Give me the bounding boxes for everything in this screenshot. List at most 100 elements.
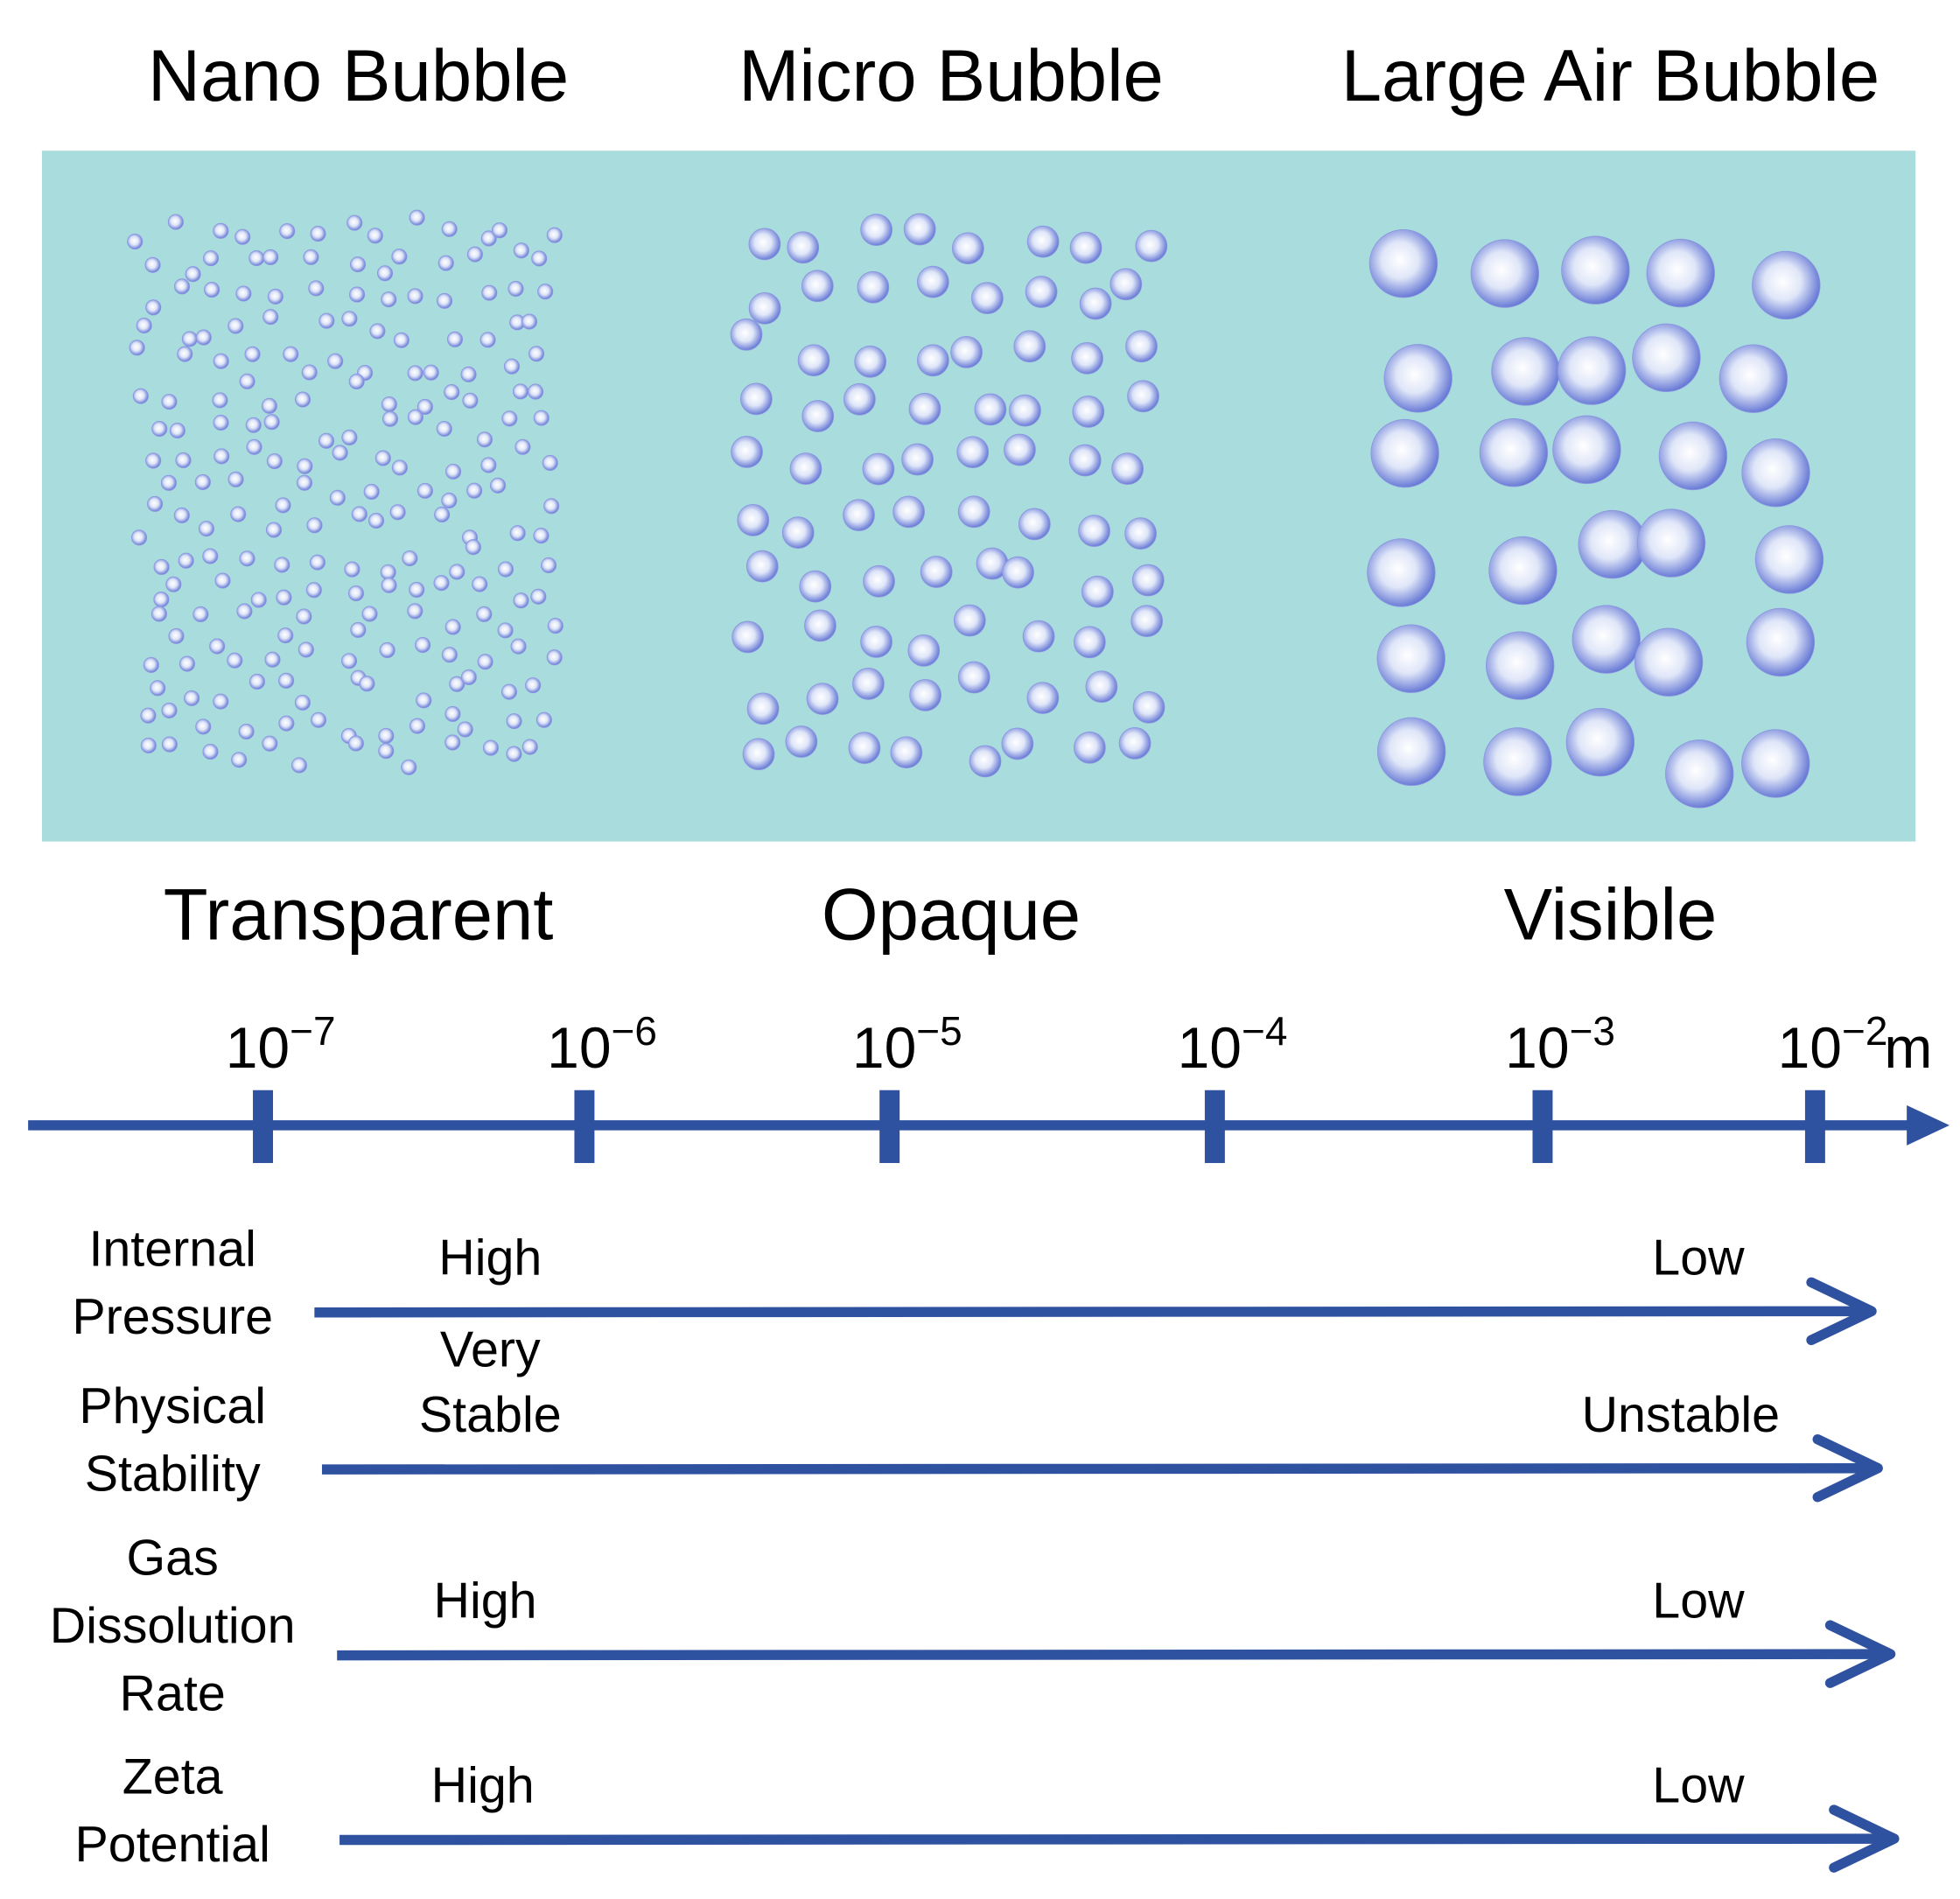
bubble bbox=[310, 711, 327, 728]
bubble bbox=[359, 676, 375, 692]
property-label: Rate bbox=[120, 1666, 226, 1722]
bubble bbox=[1665, 739, 1734, 809]
bubble bbox=[401, 759, 417, 775]
bubble bbox=[1071, 342, 1103, 375]
bubble bbox=[457, 721, 473, 738]
bubble bbox=[901, 443, 934, 476]
bubble bbox=[444, 705, 461, 722]
property-end: Unstable bbox=[1582, 1387, 1781, 1443]
bubble bbox=[436, 420, 452, 438]
bubble bbox=[1486, 631, 1555, 700]
property-end: Low bbox=[1652, 1230, 1745, 1286]
bubble bbox=[296, 608, 312, 625]
bubble bbox=[1488, 536, 1558, 606]
scale-label: 10−5 bbox=[852, 1008, 962, 1080]
property-start: High bbox=[431, 1757, 535, 1813]
bubble bbox=[235, 285, 252, 302]
bubble bbox=[804, 609, 836, 642]
bubble bbox=[279, 223, 296, 240]
bubble bbox=[909, 679, 942, 711]
property-label: Pressure bbox=[72, 1289, 273, 1345]
bubble bbox=[194, 473, 211, 490]
bubble bbox=[1018, 508, 1051, 541]
bubble bbox=[344, 561, 360, 578]
bubble bbox=[378, 743, 395, 760]
bubble bbox=[382, 410, 399, 427]
bubble bbox=[482, 739, 499, 756]
bubble bbox=[1001, 727, 1034, 760]
bubble bbox=[951, 232, 984, 265]
bubble bbox=[246, 438, 262, 455]
bubble bbox=[318, 432, 335, 449]
scale-exponent: −3 bbox=[1570, 1008, 1615, 1054]
scale-tick bbox=[1804, 1090, 1825, 1163]
bubble bbox=[472, 576, 488, 592]
bubble bbox=[732, 620, 764, 654]
bubble bbox=[283, 346, 299, 362]
bubble bbox=[381, 291, 397, 308]
bubble bbox=[301, 364, 318, 381]
bubble bbox=[1026, 225, 1060, 258]
bubble bbox=[1124, 517, 1157, 550]
bubble bbox=[1073, 731, 1106, 764]
property-arrowhead bbox=[1806, 1277, 1877, 1346]
bubble bbox=[537, 284, 554, 300]
bubble bbox=[1078, 515, 1110, 547]
bubble bbox=[1025, 276, 1058, 308]
property-arrowhead bbox=[1824, 1620, 1896, 1688]
bubble bbox=[361, 606, 378, 622]
bubble bbox=[787, 231, 820, 264]
bubble bbox=[340, 653, 358, 669]
bubble bbox=[533, 528, 550, 544]
bubble bbox=[1370, 418, 1439, 488]
bubble bbox=[368, 512, 385, 529]
property-label: Internal bbox=[88, 1222, 256, 1278]
bubble bbox=[863, 564, 895, 598]
bubble bbox=[953, 604, 986, 637]
bubble bbox=[409, 718, 426, 734]
bubble bbox=[346, 214, 363, 231]
scale-unit: m bbox=[1884, 1015, 1932, 1080]
bubble bbox=[860, 626, 892, 658]
bubble bbox=[466, 246, 483, 263]
bubble bbox=[214, 572, 231, 589]
bubble bbox=[306, 517, 323, 534]
bubble bbox=[1646, 238, 1715, 308]
bubble bbox=[378, 727, 395, 744]
bubble bbox=[198, 521, 214, 537]
bubble bbox=[441, 492, 458, 509]
bubble bbox=[449, 676, 466, 692]
bubble bbox=[228, 318, 244, 334]
bubble bbox=[466, 482, 483, 499]
bubble bbox=[1368, 228, 1438, 298]
property-start: Stable bbox=[419, 1387, 562, 1443]
bubble bbox=[239, 373, 256, 389]
bubble bbox=[248, 249, 265, 267]
bubble bbox=[202, 743, 219, 760]
heading: Micro Bubble bbox=[738, 35, 1164, 116]
scale-tick bbox=[1532, 1090, 1553, 1163]
bubble bbox=[480, 230, 497, 247]
bubble bbox=[181, 331, 198, 347]
bubble bbox=[305, 582, 322, 599]
scale-base: 10 bbox=[547, 1015, 611, 1080]
bubble bbox=[1004, 433, 1036, 466]
bubble bbox=[244, 346, 261, 362]
bubble bbox=[153, 558, 170, 575]
bubble bbox=[374, 450, 391, 466]
bubble bbox=[969, 745, 1002, 778]
bubble bbox=[501, 410, 518, 427]
bubble bbox=[1135, 229, 1168, 263]
bubble bbox=[1572, 605, 1641, 674]
bubble bbox=[903, 213, 936, 246]
bubble bbox=[514, 438, 531, 455]
bubble bbox=[500, 683, 517, 700]
bubble bbox=[308, 280, 325, 297]
bubble bbox=[318, 312, 335, 329]
bubble bbox=[1125, 330, 1158, 363]
bubble bbox=[748, 228, 781, 261]
bubble bbox=[349, 286, 366, 303]
bubble bbox=[509, 525, 526, 542]
bubble bbox=[444, 384, 460, 401]
bubble bbox=[290, 757, 308, 774]
